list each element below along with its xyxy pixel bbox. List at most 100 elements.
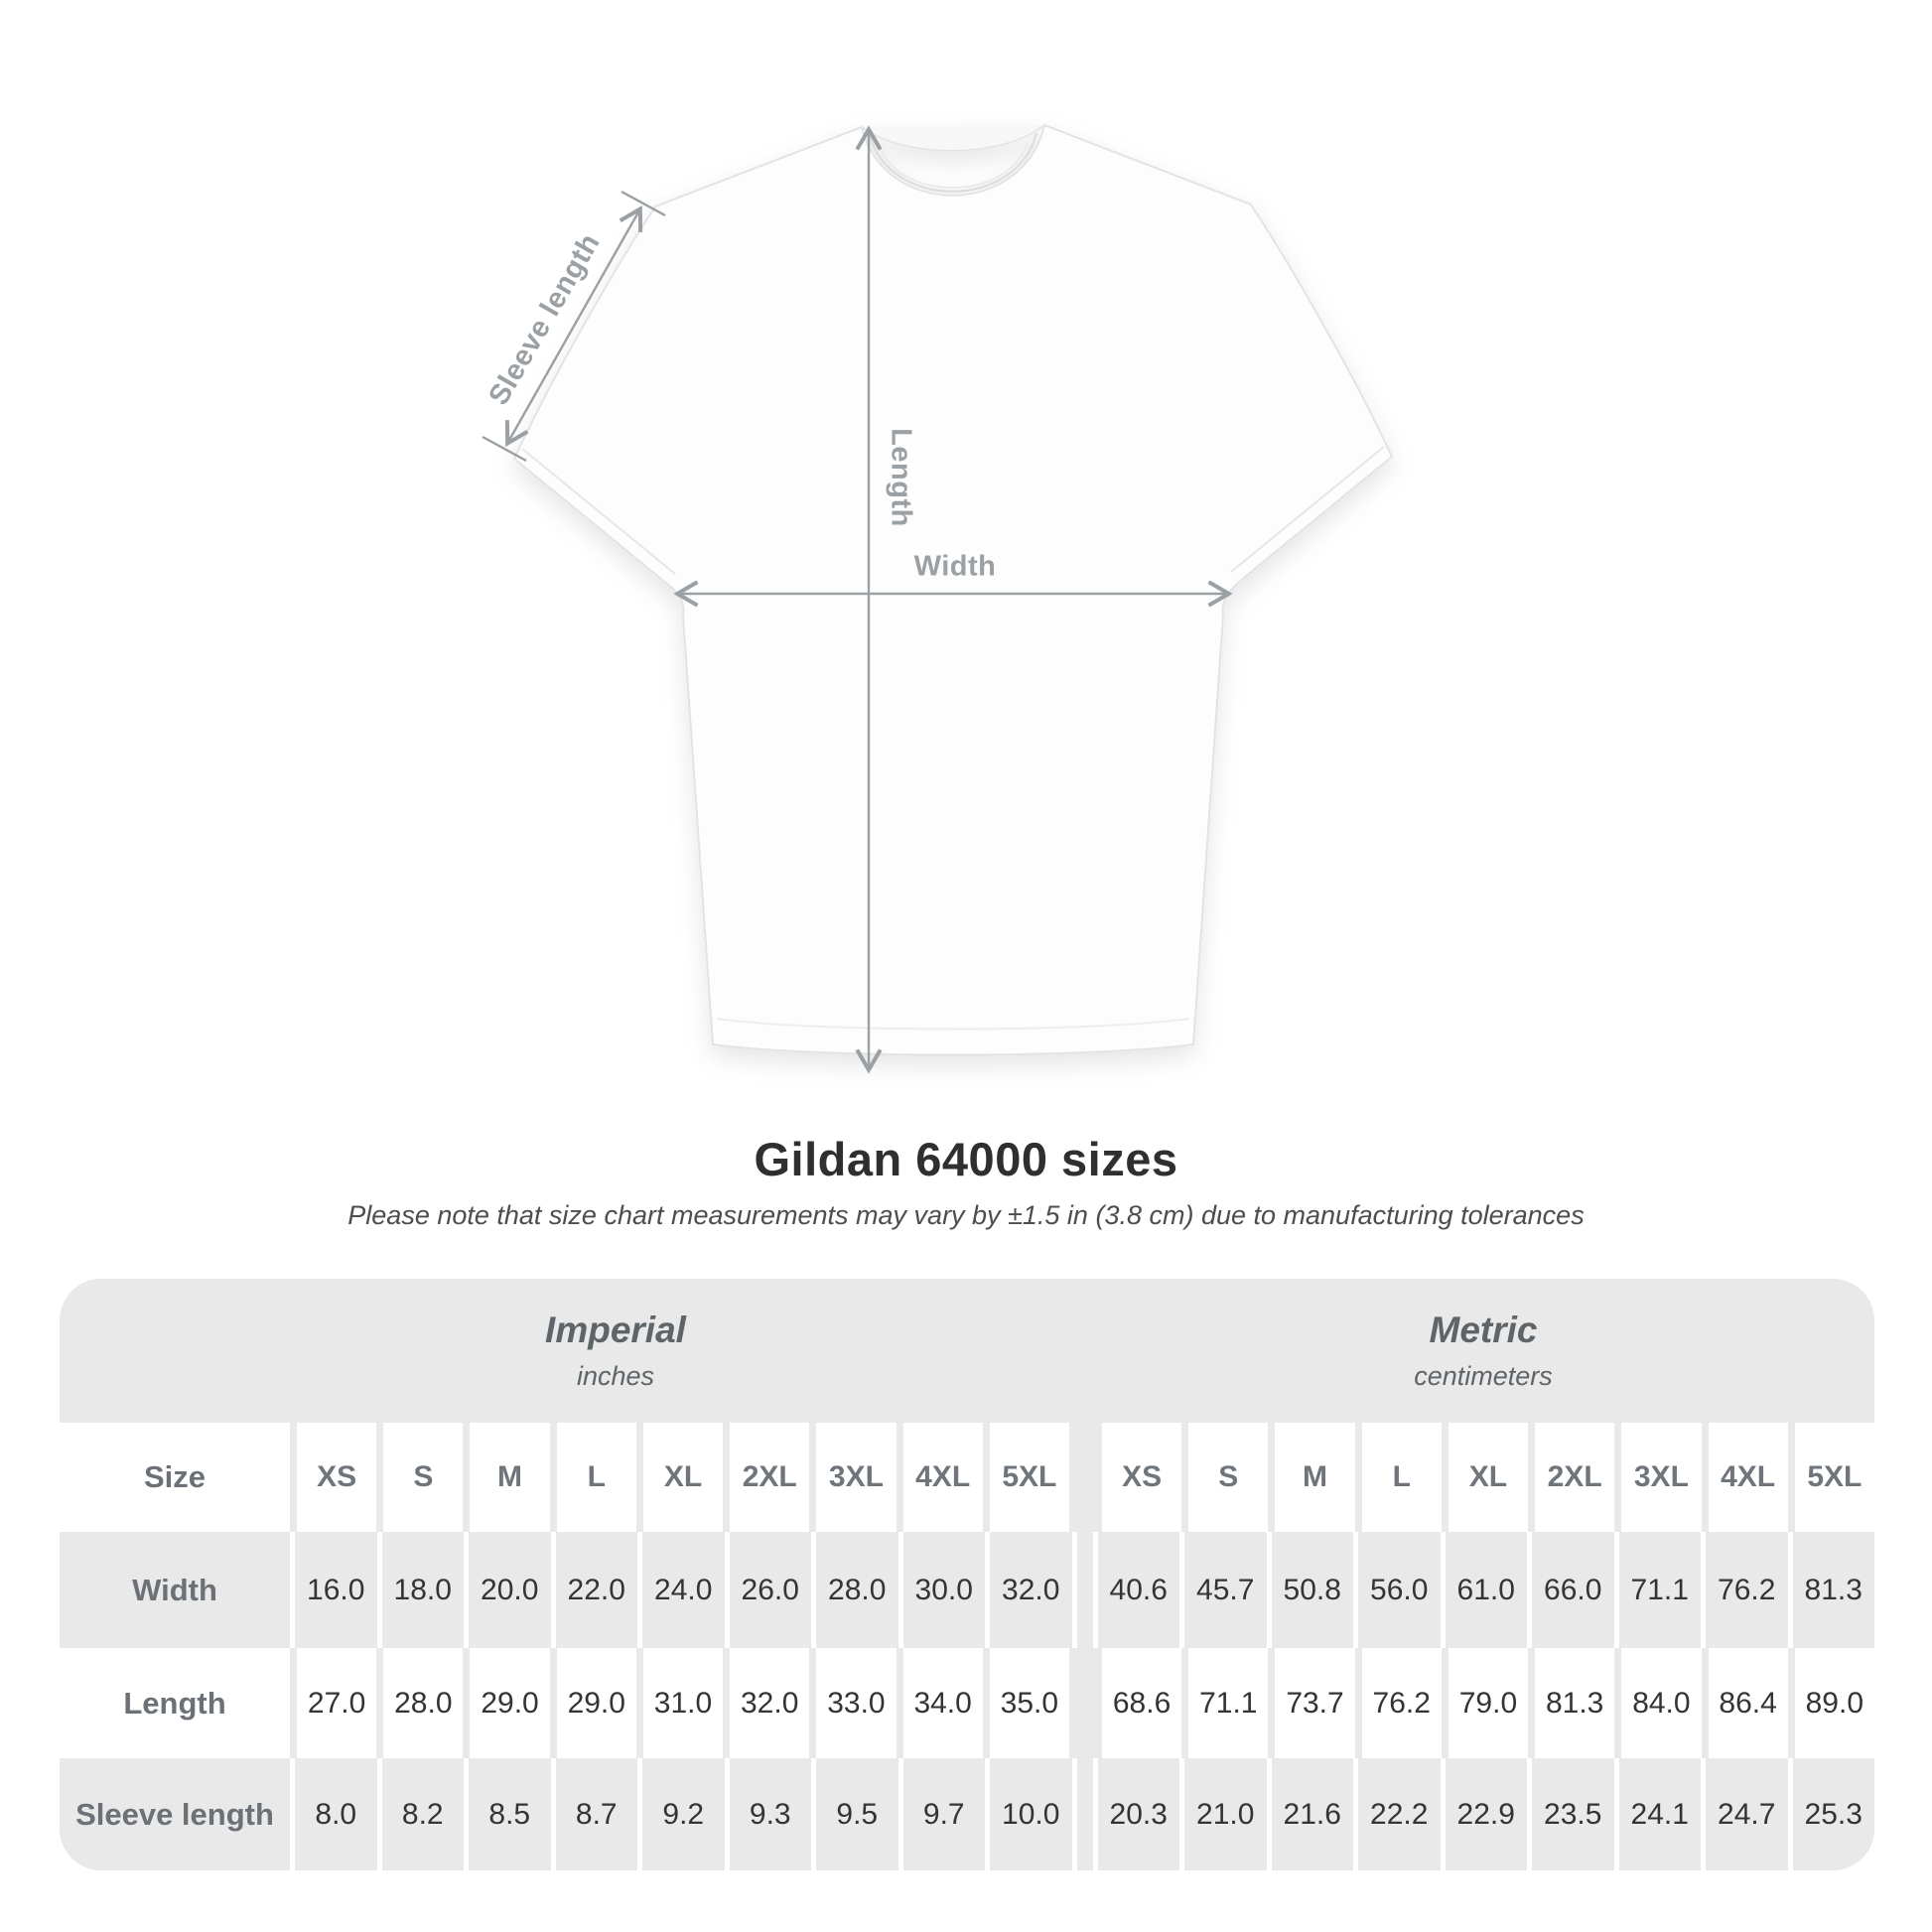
length-imperial-value: 31.0 <box>635 1648 724 1758</box>
sleeve-imperial-value: 8.0 <box>290 1758 377 1870</box>
length-imperial-value: 27.0 <box>290 1648 377 1758</box>
unit-section-header-row: Imperial inches Metric centimeters <box>60 1279 1874 1423</box>
section-divider <box>1071 1758 1098 1870</box>
sleeve-imperial-value: 9.3 <box>724 1758 811 1870</box>
width-metric-value: 45.7 <box>1179 1532 1267 1648</box>
sleeve-imperial-value: 9.2 <box>637 1758 725 1870</box>
length-metric-value: 89.0 <box>1787 1648 1874 1758</box>
sleeve-metric-value: 21.0 <box>1179 1758 1267 1870</box>
metric-section-unit: centimeters <box>1414 1361 1553 1391</box>
collar-back <box>861 124 1045 152</box>
sleeve-metric-value: 21.6 <box>1266 1758 1353 1870</box>
row-label: Sleeve length <box>60 1758 290 1870</box>
width-imperial-value: 20.0 <box>464 1532 551 1648</box>
width-imperial-value: 30.0 <box>897 1532 985 1648</box>
sleeve-metric-value: 22.9 <box>1440 1758 1527 1870</box>
length-imperial-value: 29.0 <box>463 1648 550 1758</box>
width-metric-value: 40.6 <box>1097 1532 1179 1648</box>
sleeve-imperial-value: 9.7 <box>897 1758 985 1870</box>
size-col-header-metric: 4XL <box>1701 1423 1788 1532</box>
collar-band <box>868 132 1038 193</box>
length-imperial-value: 28.0 <box>376 1648 464 1758</box>
length-metric-value: 86.4 <box>1701 1648 1788 1758</box>
row-label: Length <box>60 1648 290 1758</box>
sleeve-metric-value: 24.7 <box>1701 1758 1788 1870</box>
sleeve-imperial-value: 8.5 <box>464 1758 551 1870</box>
section-divider <box>1068 1648 1095 1758</box>
width-imperial-value: 24.0 <box>637 1532 725 1648</box>
width-metric-value: 50.8 <box>1266 1532 1353 1648</box>
size-corner-label: Size <box>60 1423 290 1532</box>
size-col-header-metric: S <box>1181 1423 1269 1532</box>
sleeve-metric-value: 22.2 <box>1353 1758 1441 1870</box>
width-metric-value: 66.0 <box>1527 1532 1614 1648</box>
size-col-header-metric: 3XL <box>1614 1423 1702 1532</box>
size-col-header-metric: L <box>1354 1423 1442 1532</box>
length-imperial-value: 29.0 <box>549 1648 636 1758</box>
row-label: Width <box>60 1532 290 1648</box>
size-col-header-imperial: 4XL <box>896 1423 983 1532</box>
width-imperial-value: 16.0 <box>290 1532 377 1648</box>
length-imperial-value: 33.0 <box>809 1648 897 1758</box>
width-metric-value: 56.0 <box>1353 1532 1441 1648</box>
size-col-header-imperial: L <box>549 1423 636 1532</box>
width-dimension-label: Width <box>913 550 997 583</box>
table-row-width: Width 16.0 18.0 20.0 22.0 24.0 26.0 28.0… <box>60 1532 1874 1648</box>
sleeve-metric-value: 25.3 <box>1787 1758 1874 1870</box>
size-col-header-imperial: 2XL <box>723 1423 810 1532</box>
size-col-header-metric: 5XL <box>1787 1423 1874 1532</box>
table-row-sleeve-length: Sleeve length 8.0 8.2 8.5 8.7 9.2 9.3 9.… <box>60 1758 1874 1870</box>
size-col-header-imperial: XS <box>290 1423 377 1532</box>
length-metric-value: 84.0 <box>1614 1648 1702 1758</box>
sleeve-metric-value: 24.1 <box>1613 1758 1701 1870</box>
page-title: Gildan 64000 sizes <box>754 1133 1178 1185</box>
metric-section-header: Metric centimeters <box>1092 1279 1874 1423</box>
sleeve-imperial-value: 9.5 <box>811 1758 898 1870</box>
length-metric-value: 76.2 <box>1354 1648 1442 1758</box>
size-col-header-imperial: 3XL <box>809 1423 897 1532</box>
tolerance-note: Please note that size chart measurements… <box>347 1200 1585 1230</box>
metric-section-title: Metric <box>1429 1310 1538 1350</box>
imperial-section-header: Imperial inches <box>99 1279 1132 1423</box>
width-imperial-value: 28.0 <box>811 1532 898 1648</box>
sleeve-imperial-value: 8.7 <box>550 1758 637 1870</box>
size-col-header-metric: XS <box>1094 1423 1182 1532</box>
length-metric-value: 81.3 <box>1528 1648 1615 1758</box>
length-metric-value: 79.0 <box>1441 1648 1529 1758</box>
size-header-row: Size XS S M L XL 2XL 3XL 4XL 5XL XS S M … <box>60 1423 1874 1532</box>
length-metric-value: 68.6 <box>1094 1648 1182 1758</box>
size-col-header-imperial: M <box>463 1423 550 1532</box>
sleeve-arrow-end-tick <box>621 190 666 217</box>
section-divider <box>1068 1423 1095 1532</box>
length-dimension-label: Length <box>885 428 917 527</box>
dimension-lines <box>482 125 1233 1074</box>
length-imperial-value: 35.0 <box>982 1648 1069 1758</box>
width-metric-value: 61.0 <box>1440 1532 1527 1648</box>
width-imperial-value: 18.0 <box>376 1532 464 1648</box>
length-metric-value: 71.1 <box>1181 1648 1269 1758</box>
width-imperial-value: 22.0 <box>550 1532 637 1648</box>
sleeve-imperial-value: 8.2 <box>376 1758 464 1870</box>
sleeve-arrow-end-tick <box>482 435 527 463</box>
imperial-section-unit: inches <box>576 1361 655 1391</box>
sleeve-metric-value: 23.5 <box>1527 1758 1614 1870</box>
imperial-section-title: Imperial <box>545 1310 686 1350</box>
size-col-header-metric: M <box>1268 1423 1355 1532</box>
width-metric-value: 81.3 <box>1787 1532 1874 1648</box>
width-metric-value: 71.1 <box>1613 1532 1701 1648</box>
tshirt-illustration <box>512 123 1394 1056</box>
table-row-length: Length 27.0 28.0 29.0 29.0 31.0 32.0 33.… <box>60 1648 1874 1758</box>
length-imperial-value: 32.0 <box>723 1648 810 1758</box>
tshirt-diagram <box>482 123 1394 1074</box>
section-divider <box>1071 1532 1098 1648</box>
sleeve-metric-value: 20.3 <box>1097 1758 1179 1870</box>
size-col-header-imperial: S <box>376 1423 464 1532</box>
size-col-header-imperial: 5XL <box>982 1423 1069 1532</box>
length-metric-value: 73.7 <box>1268 1648 1355 1758</box>
length-imperial-value: 34.0 <box>896 1648 983 1758</box>
width-imperial-value: 26.0 <box>724 1532 811 1648</box>
sleeve-length-arrow <box>504 206 643 447</box>
width-imperial-value: 32.0 <box>985 1532 1072 1648</box>
sleeve-imperial-value: 10.0 <box>985 1758 1072 1870</box>
